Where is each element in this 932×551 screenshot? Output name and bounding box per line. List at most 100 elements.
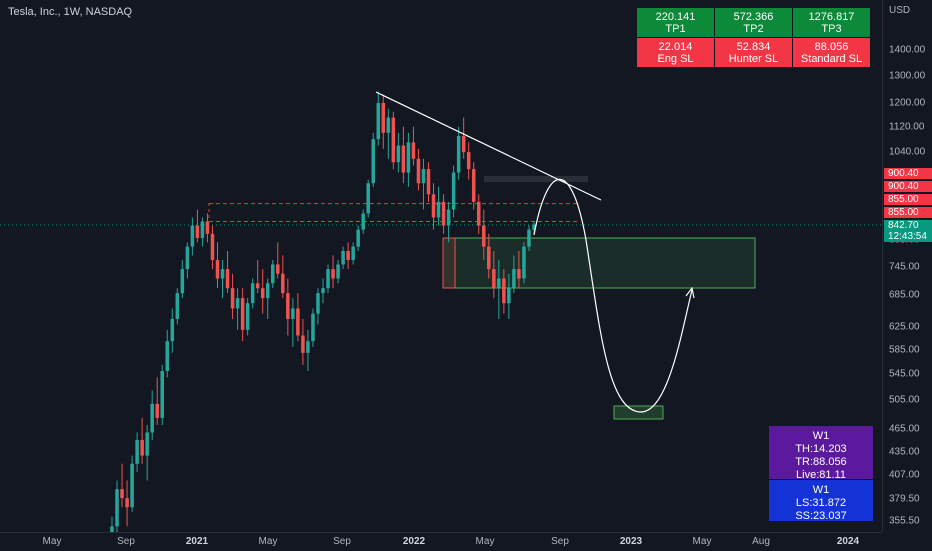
- candle-body: [431, 194, 436, 218]
- resistance-price-badge: 900.40: [884, 168, 932, 179]
- price-tick: 379.50: [889, 493, 920, 505]
- candle-body: [230, 288, 235, 309]
- time-label: 2023: [619, 536, 643, 547]
- time-label: May: [692, 536, 712, 547]
- candle-body: [185, 246, 190, 270]
- candle-body: [165, 341, 170, 372]
- candle-body: [482, 225, 486, 247]
- price-tick: 585.00: [889, 344, 920, 356]
- candle-body: [306, 341, 310, 353]
- candle-body: [195, 225, 200, 239]
- candle-body: [296, 308, 300, 336]
- stats-th: TH:14.203: [795, 443, 847, 455]
- candle-body: [492, 269, 496, 289]
- price-scale[interactable]: USD 1400.00 1300.00 1200.00 1120.00 1040…: [882, 0, 932, 532]
- candle-body: [225, 269, 230, 289]
- candle-body: [376, 102, 381, 140]
- supply-zone-edge: [442, 237, 456, 289]
- projection-arrowhead: [685, 286, 695, 299]
- candle-body: [250, 283, 255, 304]
- candle-body: [522, 246, 526, 279]
- time-label: Sep: [551, 536, 569, 547]
- resistance-price-badge: 855.00: [884, 194, 932, 205]
- candle-body: [507, 288, 511, 304]
- price-tick: 1120.00: [889, 121, 925, 133]
- time-label: 2021: [185, 536, 209, 547]
- price-tick: 1400.00: [889, 44, 926, 56]
- candle-body: [411, 142, 416, 159]
- price-tick: 407.00: [889, 469, 920, 481]
- stop-title: W1: [812, 484, 830, 496]
- candle-body: [396, 145, 401, 163]
- candle-body: [391, 117, 396, 163]
- candle-body: [281, 273, 285, 294]
- candle-body: [190, 225, 195, 247]
- standard-sl-cell: 88.056 Standard SL: [792, 37, 871, 68]
- candle-body: [471, 169, 476, 202]
- time-label: 2024: [836, 536, 860, 547]
- price-tick: 1300.00: [889, 70, 926, 82]
- candle-body: [210, 233, 215, 260]
- price-chart[interactable]: [0, 0, 882, 532]
- price-tick: 625.00: [889, 321, 920, 333]
- candle-body: [120, 489, 124, 499]
- candle-body: [336, 264, 340, 279]
- candle-body: [255, 283, 260, 289]
- candle-body: [381, 102, 386, 133]
- currency-label: USD: [889, 5, 911, 16]
- candle-body: [135, 440, 139, 464]
- candle-body: [416, 158, 421, 184]
- candle-body: [371, 139, 375, 184]
- candle-body: [466, 152, 471, 170]
- candle-body: [401, 145, 406, 173]
- price-tick: 745.00: [889, 261, 920, 273]
- candle-body: [517, 269, 521, 279]
- candle-body: [235, 298, 240, 309]
- price-tick: 435.00: [889, 446, 920, 458]
- price-tick: 685.00: [889, 289, 920, 301]
- chart-area[interactable]: Tesla, Inc., 1W, NASDAQ 220.141 TP1 572.3…: [0, 0, 882, 532]
- candle-body: [110, 526, 114, 532]
- candle-body: [497, 278, 501, 289]
- resistance-price-badge: 900.40: [884, 181, 932, 192]
- candle-body: [240, 298, 245, 330]
- candle-body: [220, 269, 225, 279]
- targets-table: 220.141 TP1 572.366 TP2 1276.817 TP3 22.014…: [636, 7, 871, 68]
- price-tick: 505.00: [889, 394, 920, 406]
- candle-body: [316, 293, 320, 314]
- trendline: [375, 91, 602, 201]
- time-label: May: [42, 536, 62, 547]
- symbol-title[interactable]: Tesla, Inc., 1W, NASDAQ: [8, 6, 133, 18]
- price-tick: 465.00: [889, 423, 920, 435]
- stop-panel: W1 LS:31.872 SS:23.037: [769, 480, 873, 522]
- tp2-cell: 572.366 TP2: [714, 7, 793, 38]
- candle-body: [125, 498, 129, 508]
- candle-body: [301, 335, 305, 353]
- candle-body: [291, 308, 295, 319]
- candle-body: [441, 201, 446, 226]
- time-label: Sep: [117, 536, 135, 547]
- candle-body: [426, 169, 431, 195]
- stats-live: Live:81.11: [796, 469, 846, 481]
- eng-sl-cell: 22.014 Eng SL: [636, 37, 715, 68]
- candle-body: [527, 229, 531, 247]
- price-tick: 1040.00: [889, 146, 926, 158]
- resistance-price-badge: 855.00: [884, 207, 932, 218]
- time-scale[interactable]: May Sep 2021 May Sep 2022 May Sep 2023 M…: [0, 532, 882, 551]
- candle-body: [180, 269, 185, 294]
- candle-body: [205, 221, 210, 234]
- candle-body: [436, 201, 441, 218]
- candle-body: [351, 246, 355, 260]
- candle-body: [461, 136, 466, 153]
- sl-row: 22.014 Eng SL 52.834 Hunter SL 88.056 Stand…: [636, 37, 871, 68]
- candle-body: [200, 221, 205, 239]
- time-label: 2022: [402, 536, 426, 547]
- time-label: May: [475, 536, 495, 547]
- price-tick: 1200.00: [889, 97, 926, 109]
- last-price-badge: 842.70: [884, 220, 932, 231]
- candle-body: [311, 313, 315, 342]
- candle-body: [366, 183, 370, 214]
- candle-body: [451, 172, 456, 210]
- candle-body: [331, 269, 335, 279]
- candle-body: [286, 293, 290, 319]
